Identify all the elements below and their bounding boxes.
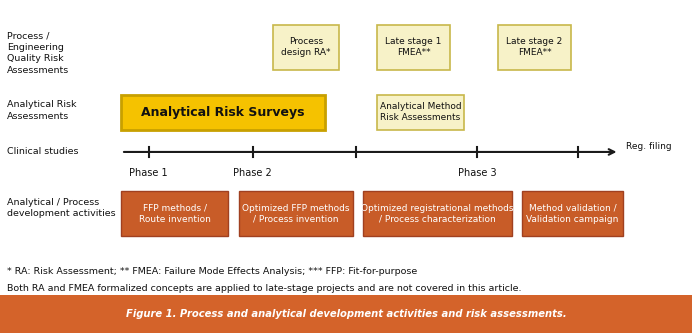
Text: FFP methods /
Route invention: FFP methods / Route invention [139, 203, 210, 224]
Text: Late stage 2
FMEA**: Late stage 2 FMEA** [507, 37, 563, 58]
Text: Optimized registrational methods
/ Process characterization: Optimized registrational methods / Proce… [361, 203, 514, 224]
Bar [273, 25, 339, 70]
Text: Reg. filing: Reg. filing [626, 142, 672, 151]
Text: Phase 3: Phase 3 [458, 167, 497, 177]
Text: * RA: Risk Assessment; ** FMEA: Failure Mode Effects Analysis; *** FFP: Fit-for-: * RA: Risk Assessment; ** FMEA: Failure … [7, 267, 417, 276]
Text: Phase 1: Phase 1 [129, 167, 168, 177]
Text: Figure 1. Process and analytical development activities and risk assessments.: Figure 1. Process and analytical develop… [126, 309, 566, 319]
Bar [239, 191, 353, 236]
Bar [121, 191, 228, 236]
Text: Method validation /
Validation campaign: Method validation / Validation campaign [527, 203, 619, 224]
Bar [498, 25, 571, 70]
Bar [377, 95, 464, 130]
Text: Both RA and FMEA formalized concepts are applied to late-stage projects and are : Both RA and FMEA formalized concepts are… [7, 284, 521, 293]
Bar [522, 191, 623, 236]
Text: Optimized FFP methods
/ Process invention: Optimized FFP methods / Process inventio… [242, 203, 349, 224]
Text: Late stage 1
FMEA**: Late stage 1 FMEA** [385, 37, 441, 58]
Text: Analytical Method
Risk Assessments: Analytical Method Risk Assessments [380, 102, 461, 123]
Text: Process /
Engineering
Quality Risk
Assessments: Process / Engineering Quality Risk Asses… [7, 31, 69, 75]
Text: Analytical Risk Surveys: Analytical Risk Surveys [141, 106, 305, 119]
Bar [377, 25, 450, 70]
Text: Clinical studies: Clinical studies [7, 148, 78, 157]
Bar [121, 95, 325, 130]
Text: Analytical / Process
development activities: Analytical / Process development activit… [7, 197, 116, 218]
Text: Process
design RA*: Process design RA* [282, 37, 331, 58]
Bar [363, 191, 512, 236]
Text: Analytical Risk
Assessments: Analytical Risk Assessments [7, 100, 76, 121]
Text: Phase 2: Phase 2 [233, 167, 272, 177]
